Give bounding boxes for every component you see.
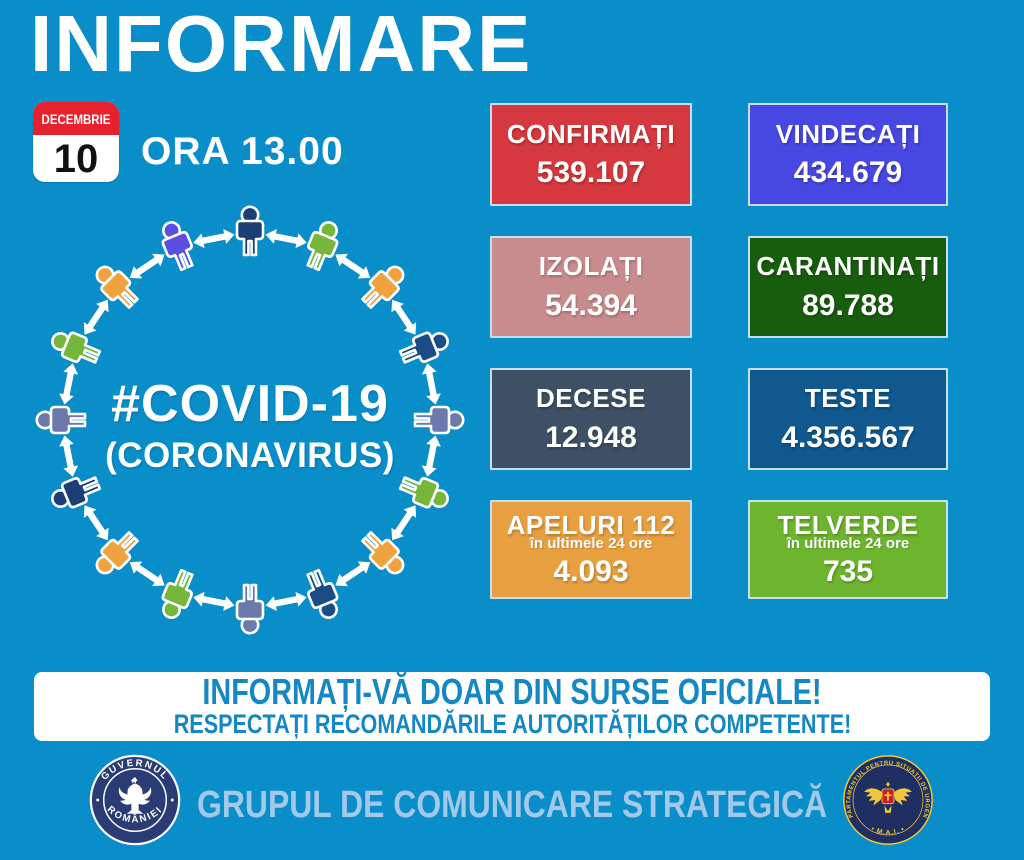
- official-sources-banner: INFORMAȚI-VĂ DOAR DIN SURSE OFICIALE! RE…: [34, 672, 990, 741]
- report-time: ORA 13.00: [141, 130, 344, 173]
- banner-line1: INFORMAȚI-VĂ DOAR DIN SURSE OFICIALE!: [202, 671, 822, 713]
- stat-value: 4.356.567: [781, 420, 915, 454]
- stat-value: 4.093: [553, 555, 629, 588]
- stat-box-apeluri-112: APELURI 112 în ultimele 24 ore 4.093: [490, 500, 692, 599]
- page-title: INFORMARE: [30, 0, 533, 88]
- stat-label: CARANTINAȚI: [756, 251, 940, 282]
- covid-hashtag: #COVID-19: [111, 375, 389, 433]
- stat-label: DECESE: [536, 383, 646, 414]
- stat-label: APELURI 112: [506, 510, 676, 540]
- stat-label: TESTE: [804, 383, 892, 414]
- dsu-mai-seal: DEPARTAMENTUL PENTRU SITUAȚII DE URGENȚĂ…: [842, 754, 933, 845]
- dsu-seal-mai-text: • M.A.I. •: [870, 826, 906, 837]
- stat-label: IZOLAȚI: [538, 251, 644, 282]
- stat-box-telverde: TELVERDE în ultimele 24 ore 735: [748, 500, 948, 599]
- calendar-month-label: DECEMBRIE: [41, 110, 111, 127]
- covid-circle-graphic: #COVID-19 (CORONAVIRUS): [28, 198, 472, 642]
- stat-value: 89.788: [802, 288, 894, 322]
- stat-sublabel: în ultimele 24 ore: [786, 535, 910, 552]
- stat-value: 434.679: [793, 156, 903, 190]
- stat-sublabel: în ultimele 24 ore: [529, 535, 653, 552]
- stat-value: 735: [822, 555, 874, 588]
- stat-label: VINDECAȚI: [775, 118, 921, 149]
- stat-box-vindecati: VINDECAȚI 434.679: [748, 103, 948, 206]
- calendar-icon: DECEMBRIE 10: [33, 102, 119, 182]
- banner-line2: RESPECTAȚI RECOMANDĂRILE AUTORITĂȚILOR C…: [173, 709, 851, 740]
- calendar-month-band: DECEMBRIE: [33, 102, 119, 135]
- stat-box-teste: TESTE 4.356.567: [748, 368, 948, 470]
- guvernul-romaniei-seal: GUVERNUL ROMÂNIEI: [89, 754, 181, 846]
- stat-box-izolati: IZOLAȚI 54.394: [490, 236, 692, 338]
- stat-value: 12.948: [545, 420, 637, 454]
- stat-box-confirmati: CONFIRMAȚI 539.107: [490, 103, 692, 206]
- stat-value: 539.107: [536, 156, 646, 190]
- footer-title: GRUPUL DE COMUNICARE STRATEGICĂ: [196, 784, 828, 826]
- dsu-eagle-icon: [864, 781, 912, 813]
- stat-value: 54.394: [545, 288, 637, 322]
- gov-coat-of-arms-icon: [118, 777, 152, 814]
- svg-text:• M.A.I. •: • M.A.I. •: [870, 826, 907, 837]
- stat-box-decese: DECESE 12.948: [490, 368, 692, 470]
- stat-label: TELVERDE: [777, 510, 919, 540]
- calendar-day-number: 10: [53, 136, 99, 181]
- stat-box-carantinati: CARANTINAȚI 89.788: [748, 236, 948, 338]
- stat-label: CONFIRMAȚI: [506, 118, 676, 149]
- covid-subtitle: (CORONAVIRUS): [105, 436, 395, 475]
- stats-grid: CONFIRMAȚI 539.107 VINDECAȚI 434.679 IZO…: [490, 103, 948, 599]
